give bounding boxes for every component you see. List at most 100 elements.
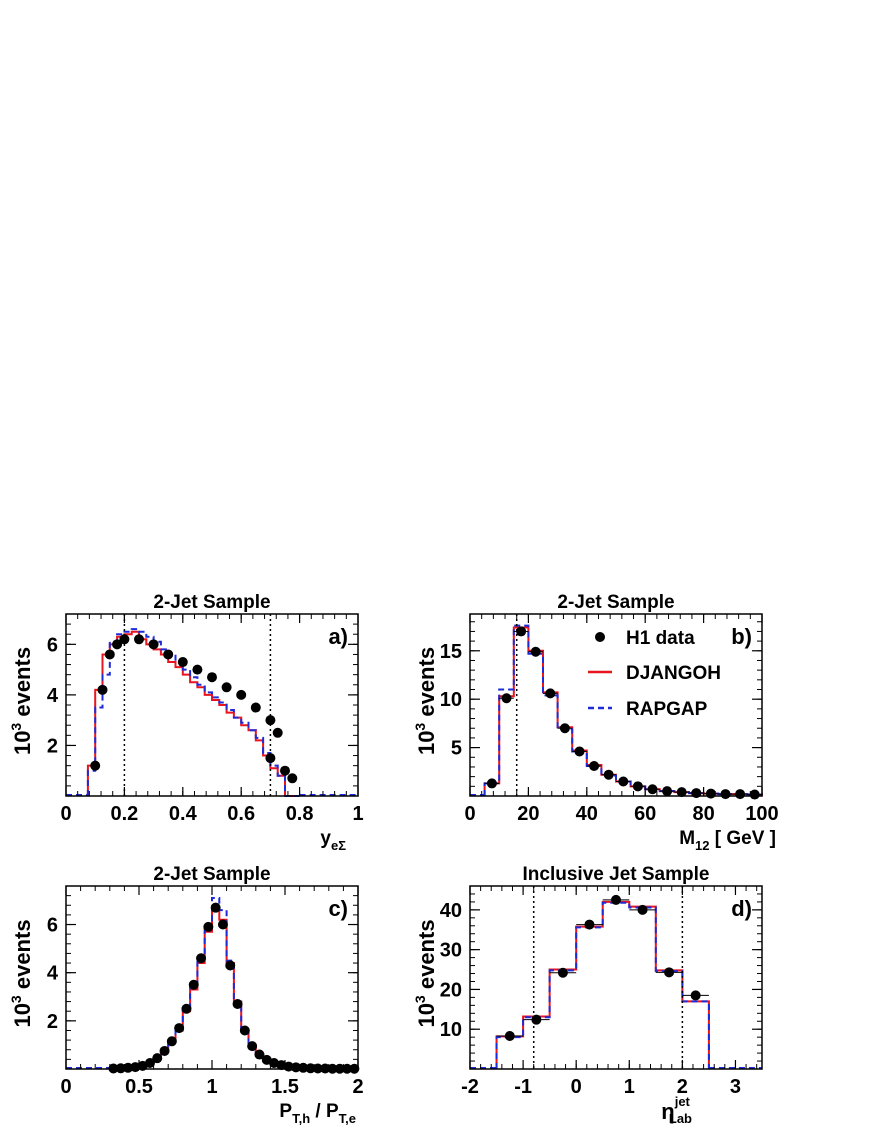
djangoh-histogram bbox=[108, 909, 359, 1070]
data-point bbox=[749, 789, 760, 800]
rapgap-histogram bbox=[108, 897, 359, 1070]
data-point bbox=[720, 789, 731, 800]
data-point bbox=[254, 1049, 265, 1060]
data-point bbox=[232, 998, 243, 1009]
x-tick-label: 0 bbox=[60, 803, 71, 825]
data-point bbox=[584, 919, 595, 930]
panel-label: a) bbox=[328, 624, 348, 649]
x-tick-label: 0 bbox=[571, 1076, 582, 1098]
y-tick-label: 30 bbox=[440, 940, 462, 962]
x-tick-label: 1 bbox=[206, 1076, 217, 1098]
data-point bbox=[217, 919, 228, 930]
panel-title: 2-Jet Sample bbox=[153, 864, 270, 885]
data-point bbox=[632, 781, 643, 792]
data-point bbox=[148, 639, 159, 650]
data-point bbox=[177, 657, 188, 668]
data-point bbox=[207, 672, 217, 683]
data-point bbox=[144, 1057, 155, 1068]
y-tick-label: 10 bbox=[440, 1019, 462, 1041]
legend: H1 data DJANGOH RAPGAP bbox=[588, 628, 721, 720]
data-point bbox=[486, 778, 497, 789]
x-tick-label: 1.5 bbox=[271, 1076, 299, 1098]
data-point bbox=[637, 904, 648, 915]
data-point bbox=[664, 967, 675, 978]
panel-title: 2-Jet Sample bbox=[153, 592, 270, 613]
data-point bbox=[181, 1003, 192, 1014]
y-tick-label: 6 bbox=[47, 634, 58, 656]
x-tick-label: 0.8 bbox=[286, 803, 314, 825]
data-point bbox=[166, 1036, 177, 1047]
data-point bbox=[662, 786, 673, 797]
x-tick-label: 0 bbox=[60, 1076, 71, 1098]
data-point bbox=[221, 682, 232, 693]
plot-frame bbox=[469, 613, 763, 797]
x-tick-label: 100 bbox=[745, 803, 778, 825]
data-point bbox=[163, 649, 174, 660]
data-point bbox=[589, 760, 600, 771]
y-axis-label: 103 events bbox=[412, 647, 439, 755]
y-tick-label: 15 bbox=[440, 641, 462, 663]
x-tick-label: 80 bbox=[692, 803, 714, 825]
plot-frame bbox=[65, 613, 359, 797]
x-axis-label: yeΣ bbox=[320, 828, 346, 853]
x-tick-label: 1 bbox=[624, 1076, 635, 1098]
y-axis-label: 103 events bbox=[8, 919, 35, 1027]
x-axis-label: M12 [ GeV ] bbox=[679, 828, 776, 853]
data-point bbox=[134, 634, 144, 645]
rapgap-histogram bbox=[483, 624, 763, 796]
data-point bbox=[104, 649, 115, 660]
data-point bbox=[647, 784, 658, 795]
panel-label: d) bbox=[731, 896, 752, 921]
x-tick-label: 0.2 bbox=[110, 803, 138, 825]
y-axis-label: 103 events bbox=[412, 919, 439, 1027]
data-point bbox=[265, 715, 276, 726]
data-point bbox=[504, 1030, 515, 1041]
data-point bbox=[210, 902, 221, 913]
data-point bbox=[247, 1041, 258, 1052]
data-point bbox=[280, 765, 290, 776]
data-point bbox=[676, 787, 687, 798]
x-tick-label: 40 bbox=[576, 803, 598, 825]
data-point bbox=[196, 953, 207, 964]
panel-c: 0 0.5 1 1.5 2 2 4 6 2-Jet Sample c) 103 events PT,h… bbox=[8, 864, 364, 1126]
data-point bbox=[559, 723, 570, 734]
panel-a: 0 0.2 0.4 0.6 0.8 1 2 4 6 2-Jet Sample a) 103 event… bbox=[8, 592, 364, 853]
x-axis-label: PT,h / PT,e bbox=[279, 1101, 356, 1126]
y-tick-label: 4 bbox=[47, 685, 59, 707]
rapgap-histogram bbox=[86, 628, 300, 797]
x-tick-label: -2 bbox=[461, 1076, 479, 1098]
panel-b: 0 20 40 60 80 100 5 10 15 2-Jet Sample b) 103 event… bbox=[412, 592, 779, 853]
djangoh-histogram bbox=[495, 900, 710, 1069]
panel-title: Inclusive Jet Sample bbox=[523, 864, 710, 885]
x-tick-label: 2 bbox=[352, 1076, 363, 1098]
x-tick-label: 0.5 bbox=[125, 1076, 153, 1098]
data-point bbox=[188, 979, 199, 990]
data-point bbox=[97, 684, 108, 695]
data-point bbox=[705, 788, 716, 799]
data-point bbox=[501, 693, 512, 704]
y-tick-label: 10 bbox=[440, 689, 462, 711]
x-tick-label: 20 bbox=[517, 803, 539, 825]
panel-label: c) bbox=[328, 896, 348, 921]
data-point bbox=[265, 753, 276, 764]
data-point bbox=[239, 1025, 250, 1036]
x-axis-label: ηjet Lab bbox=[661, 1094, 692, 1126]
data-point bbox=[603, 769, 614, 780]
x-tick-label: 3 bbox=[730, 1076, 741, 1098]
rapgap-histogram bbox=[495, 901, 710, 1069]
data-point bbox=[90, 760, 101, 771]
y-axis-label: 103 events bbox=[8, 647, 35, 755]
data-point bbox=[557, 967, 568, 978]
y-tick-label: 6 bbox=[47, 915, 58, 937]
x-tick-label: -1 bbox=[514, 1076, 532, 1098]
djangoh-histogram bbox=[86, 630, 300, 797]
data-point bbox=[530, 646, 541, 657]
x-tick-label: 1 bbox=[352, 803, 363, 825]
y-tick-label: 4 bbox=[47, 963, 59, 985]
data-point bbox=[192, 664, 203, 675]
y-tick-label: 2 bbox=[47, 1011, 58, 1033]
x-tick-label: 60 bbox=[634, 803, 656, 825]
legend-label-rapgap: RAPGAP bbox=[626, 699, 708, 720]
data-point bbox=[236, 689, 247, 700]
